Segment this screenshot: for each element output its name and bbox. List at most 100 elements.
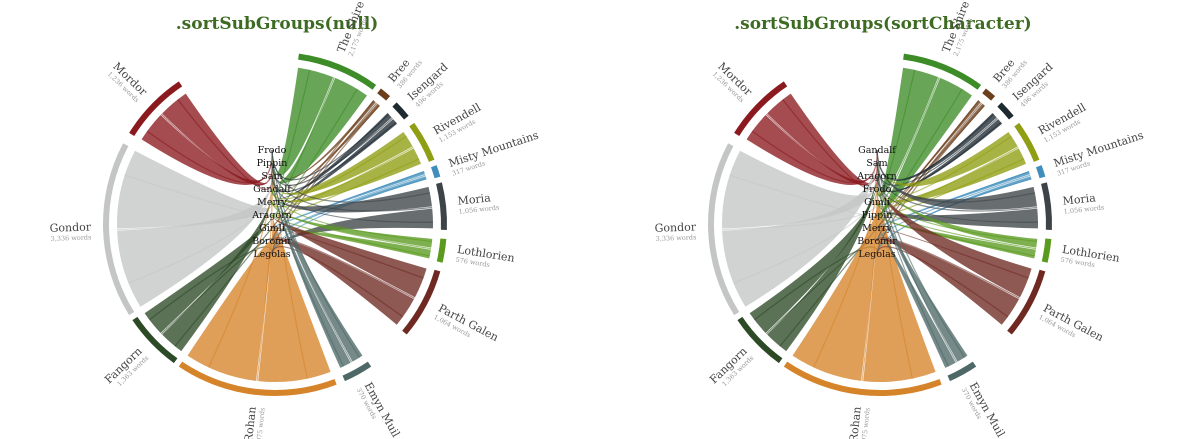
chord-line <box>271 149 431 203</box>
panel-title: .sortSubGroups(null) <box>176 14 379 34</box>
character-label: Boromir <box>252 236 292 247</box>
chord-line <box>271 201 432 250</box>
chord-ribbon <box>746 115 878 185</box>
chord-ribbon <box>877 170 1030 230</box>
location-arc[interactable] <box>129 81 183 137</box>
location-arc[interactable] <box>997 102 1014 120</box>
chord-ribbon <box>117 177 273 307</box>
location-arc[interactable] <box>298 53 377 90</box>
location-word-count: 3,075 words <box>859 407 871 439</box>
chord-line <box>876 246 1009 318</box>
location-arc[interactable] <box>1035 165 1046 179</box>
chord-ribbon <box>272 132 413 195</box>
chord-line <box>876 237 1020 299</box>
location-arc[interactable] <box>783 361 942 396</box>
chord-ribbon <box>272 238 414 325</box>
chord-panel-sort-character: .sortSubGroups(sortCharacter) Mordor1,23… <box>654 0 1146 439</box>
chord-ribbon <box>272 208 433 256</box>
chord-ribbon <box>144 216 273 333</box>
location-arc[interactable] <box>436 238 447 263</box>
chord-ribbon <box>141 115 273 185</box>
chord-line <box>876 175 949 367</box>
location-arc[interactable] <box>1041 238 1052 263</box>
chord-line <box>271 146 414 208</box>
location-arc[interactable] <box>409 122 435 162</box>
chord-line <box>876 149 966 358</box>
location-arc[interactable] <box>102 143 135 316</box>
character-label: Gimli <box>864 197 890 208</box>
chord-ribbon <box>749 177 878 333</box>
location-name: Misty Mountains <box>447 129 541 170</box>
chord-ribbon <box>272 148 422 203</box>
chord-ribbon <box>877 238 1019 325</box>
chord-line <box>146 130 273 184</box>
location-arc[interactable] <box>982 88 996 101</box>
location-arc[interactable] <box>708 143 740 316</box>
location-name: Gondor <box>654 220 697 234</box>
chord-line <box>271 175 344 367</box>
chord-ribbon <box>877 229 956 368</box>
chord-ribbon <box>767 93 878 186</box>
chord-line <box>782 99 878 190</box>
location-arc[interactable] <box>1014 122 1040 162</box>
chord-line <box>271 178 427 255</box>
chord-ribbon <box>272 77 367 184</box>
chord-ribbon <box>767 164 878 352</box>
chord-line <box>271 149 361 358</box>
location-arc[interactable] <box>1041 182 1052 231</box>
chord-ribbon <box>877 151 1038 210</box>
chord-line <box>271 227 424 279</box>
location-arc[interactable] <box>737 316 783 364</box>
location-word-count: 3,336 words <box>655 233 696 242</box>
character-label: Aragorn <box>856 171 897 182</box>
chord-line <box>876 149 1036 203</box>
location-arc[interactable] <box>402 269 441 335</box>
character-label: Gandalf <box>858 145 897 156</box>
location-name: Misty Mountains <box>1052 129 1146 170</box>
location-name: Rohan <box>242 406 259 439</box>
location-arc[interactable] <box>132 316 178 364</box>
chord-line <box>271 214 430 257</box>
chord-ribbon <box>162 190 273 352</box>
location-arc[interactable] <box>392 102 409 120</box>
chord-ribbon <box>877 67 939 197</box>
character-label: Merry <box>257 197 287 208</box>
character-label: Pippin <box>862 210 893 221</box>
chord-line <box>876 171 1030 229</box>
location-arc[interactable] <box>947 361 977 382</box>
location-arc[interactable] <box>377 88 391 101</box>
character-label: Sam <box>261 171 282 182</box>
chord-ribbon <box>258 216 331 382</box>
location-arc[interactable] <box>430 165 441 179</box>
chord-line <box>160 113 273 186</box>
location-word-count: 3,336 words <box>50 233 91 242</box>
location-arc[interactable] <box>342 361 372 382</box>
chord-line <box>722 201 878 231</box>
chord-line <box>876 162 958 363</box>
chord-line <box>876 178 1032 255</box>
location-arc[interactable] <box>178 361 337 397</box>
chord-line <box>271 174 426 242</box>
location-arc[interactable] <box>903 53 982 90</box>
location-name: Moria <box>1062 191 1097 207</box>
location-arc[interactable] <box>734 81 788 137</box>
chord-line <box>271 171 425 229</box>
location-arc[interactable] <box>436 182 448 231</box>
chord-ribbon <box>877 190 968 362</box>
location-arc[interactable] <box>1007 269 1046 335</box>
chord-ribbon <box>272 177 351 368</box>
chord-line <box>271 102 378 242</box>
